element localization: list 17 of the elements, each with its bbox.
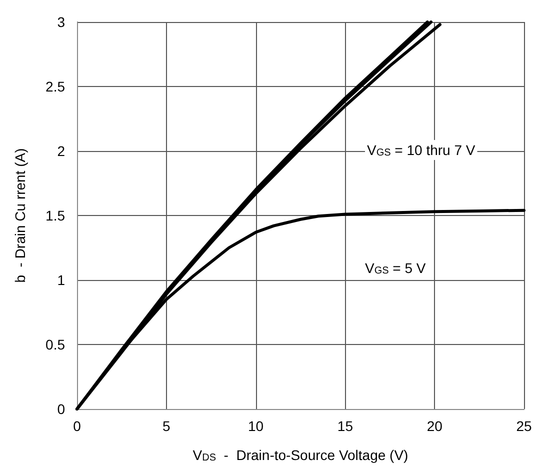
- y-tick-label: 1.5: [46, 208, 66, 224]
- y-tick-label: 2.5: [46, 78, 66, 94]
- y-tick-label: 0.5: [46, 336, 66, 352]
- y-tick-label: 1: [57, 272, 66, 288]
- y-tick-label: 0: [57, 401, 66, 417]
- y-axis-title: b - Drain Cu rrent (A): [12, 148, 28, 283]
- x-tick-label: 25: [516, 418, 532, 434]
- y-tick-label: 3: [57, 14, 66, 30]
- x-tick-label: 10: [248, 418, 264, 434]
- annotation: VGS = 5 V: [365, 260, 426, 276]
- annotation: VGS = 10 thru 7 V: [367, 142, 476, 158]
- x-tick-label: 15: [337, 418, 354, 434]
- x-axis-title: VDS - Drain-to-Source Voltage (V): [192, 447, 408, 464]
- y-tick-label: 2: [57, 143, 66, 159]
- x-tick-label: 0: [73, 418, 82, 434]
- x-tick-label: 20: [426, 418, 443, 434]
- x-tick-label: 5: [162, 418, 170, 434]
